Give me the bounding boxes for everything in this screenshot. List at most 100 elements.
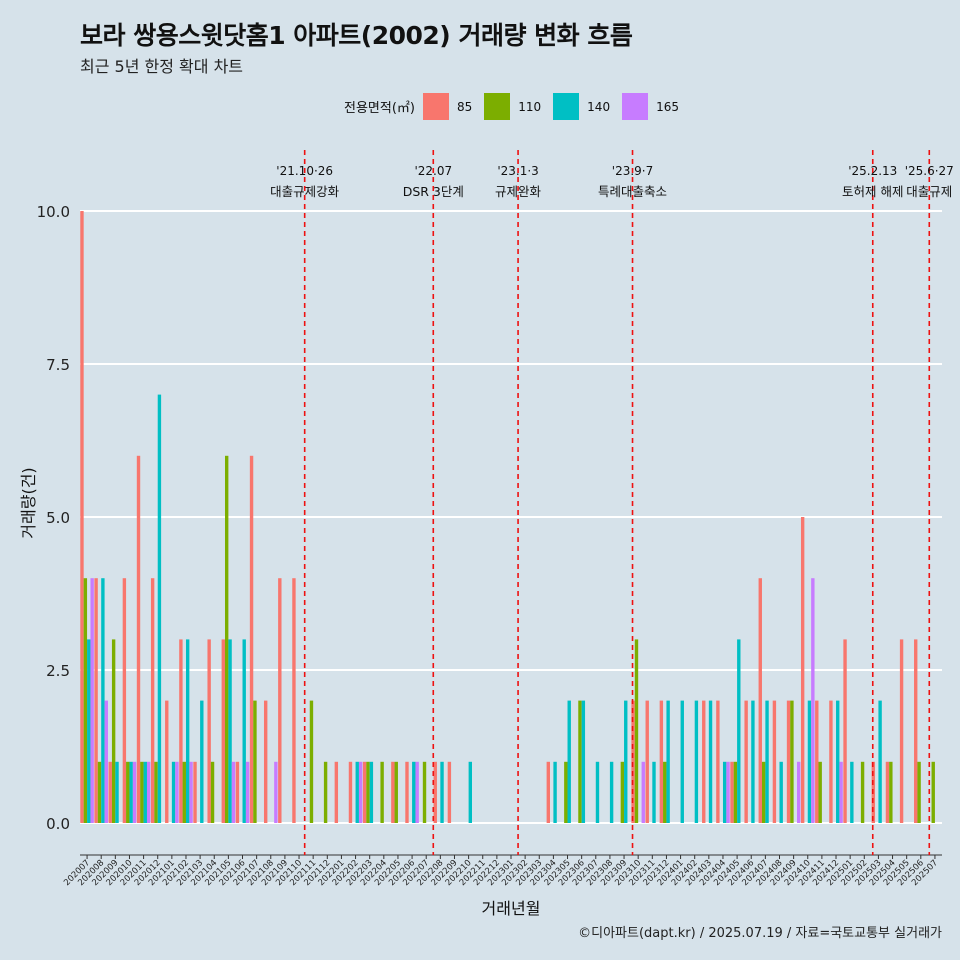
bar-202404-165 [726,761,730,823]
bar-202411-110 [818,761,822,823]
bar-202411-85 [815,700,819,823]
bar-202209-85 [447,761,452,823]
bar-202009-140 [115,761,119,823]
bar-202112-110 [323,761,328,823]
bar-202106-165 [245,761,250,823]
bar-202010-140 [129,761,133,823]
event-label: 규제완화 [495,184,542,199]
bar-202405-140 [737,639,741,823]
event-label: 대출규제 [906,184,952,199]
bar-202501-140 [850,761,854,823]
bar-202105-140 [228,639,232,823]
bar-202101-165 [175,761,179,823]
y-tick-label: 5.0 [46,509,70,527]
bar-202404-85 [716,700,720,823]
bar-202501-85 [843,639,847,823]
bar-202306-140 [581,700,586,823]
bar-202201-85 [334,761,339,823]
bar-202107-110 [253,700,257,823]
bar-202010-110 [126,761,130,823]
chart-subtitle: 최근 5년 한정 확대 차트 [80,57,244,76]
bar-202202-165 [358,761,363,823]
bar-202104-85 [207,639,211,823]
bar-202103-140 [200,700,204,823]
bar-202008-165 [104,700,108,823]
bar-202011-85 [136,455,141,823]
legend-key-110 [484,93,511,120]
bar-202107-85 [249,455,254,823]
bar-202010-85 [122,578,127,823]
bar-202304-85 [546,761,550,823]
bar-202311-85 [645,700,649,823]
event-date-label: '25.6·27 [905,164,954,178]
bar-202406-140 [751,700,755,823]
bar-202412-140 [836,700,840,823]
y-tick-label: 10.0 [37,203,70,221]
bar-202410-165 [811,578,815,823]
bar-202402-140 [694,700,699,823]
bar-202506-110 [917,761,921,823]
bar-202108-165 [274,761,278,823]
legend-label-85: 85 [456,99,473,114]
bar-202007-140 [87,639,91,823]
event-date-label: '22.07 [414,164,452,178]
x-axis-title: 거래년월 [482,899,541,918]
bar-202308-140 [609,761,614,823]
bar-202012-110 [154,761,158,823]
bar-202401-140 [680,700,684,823]
event-label: 특례대출축소 [598,184,667,199]
bar-202101-85 [165,700,169,823]
bar-202506-85 [914,639,918,823]
bar-202206-140 [412,761,416,823]
bar-202410-140 [807,700,812,823]
legend-label-110: 110 [518,99,542,114]
bar-202108-85 [263,700,268,823]
bar-202310-110 [634,639,639,823]
legend-key-85 [422,93,449,120]
bar-202101-140 [171,761,176,823]
bar-202203-140 [369,761,374,823]
bar-202008-140 [101,578,105,823]
bar-202206-85 [405,761,409,823]
event-date-label: '23.9·7 [612,164,653,178]
bar-202102-140 [185,639,190,823]
event-date-label: '25.2.13 [848,164,897,178]
bar-202110-85 [292,578,296,823]
legend-key-165 [622,93,649,120]
caption: ©디아파트(dapt.kr) / 2025.07.19 / 자료=국토교통부 실… [578,926,942,941]
bar-202010-165 [132,761,137,823]
bar-202407-110 [761,761,766,823]
event-label: DSR 3단계 [403,184,464,199]
bar-202109-85 [278,578,282,823]
bar-202408-140 [779,761,783,823]
bar-202007-165 [90,578,94,823]
bar-202207-110 [422,761,427,823]
bar-202408-85 [772,700,777,823]
bar-202012-85 [150,578,155,823]
y-tick-label: 7.5 [46,356,70,374]
event-label: 토허제 해제 [842,184,903,199]
bar-202410-85 [800,517,805,823]
bar-202204-110 [380,761,384,823]
bar-202405-110 [733,761,738,823]
legend-key-140 [553,93,580,120]
bar-202412-165 [839,761,843,823]
bar-202008-85 [94,578,98,823]
event-date-label: '23.1·3 [497,164,538,178]
bar-202305-140 [567,700,571,823]
bar-202405-85 [730,761,734,823]
bar-202106-140 [242,639,246,823]
bar-202103-85 [193,761,197,823]
bar-202403-85 [702,700,706,823]
bar-202206-165 [415,761,419,823]
bar-202502-110 [860,761,865,823]
bar-202106-85 [235,761,240,823]
event-label: 대출규제강화 [270,184,340,199]
bar-202009-85 [108,761,112,823]
y-axis-title: 거래량(건) [19,467,38,538]
legend: 전용면적(㎡) 85 110 140 165 [344,93,691,120]
bar-202105-165 [231,761,236,823]
bar-202203-110 [366,761,370,823]
bar-202203-85 [362,761,367,823]
